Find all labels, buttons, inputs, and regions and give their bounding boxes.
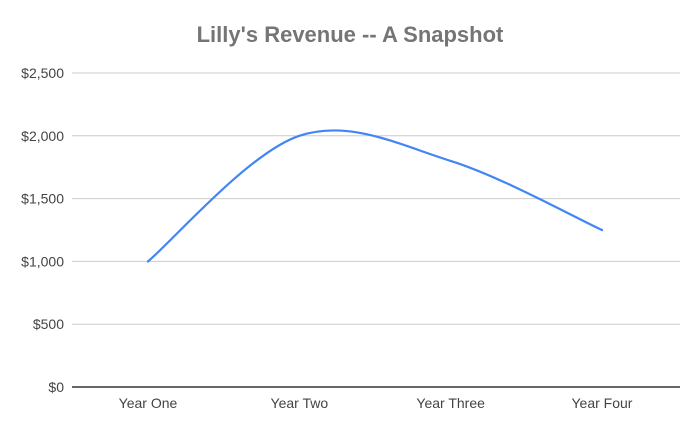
y-tick-label: $2,500 — [21, 65, 64, 81]
x-tick-label: Year Two — [271, 395, 329, 411]
gridlines — [72, 72, 680, 388]
data-point — [146, 260, 150, 263]
y-tick-label: $1,500 — [21, 191, 64, 207]
x-axis-ticks: Year One Year Two Year Three Year Four — [119, 395, 633, 411]
y-tick-label: $2,000 — [21, 128, 64, 144]
chart-title: Lilly's Revenue -- A Snapshot — [196, 22, 504, 47]
x-tick-label: Year One — [119, 395, 178, 411]
series — [146, 129, 604, 263]
y-tick-label: $0 — [48, 379, 64, 395]
y-tick-label: $1,000 — [21, 253, 64, 269]
data-point — [298, 134, 301, 137]
x-tick-label: Year Three — [416, 395, 485, 411]
y-tick-label: $500 — [33, 316, 64, 332]
data-point — [449, 159, 452, 163]
x-tick-label: Year Four — [572, 395, 633, 411]
data-point — [600, 228, 604, 232]
series-line — [146, 129, 604, 263]
y-axis-ticks: $0 $500 $1,000 $1,500 $2,000 $2,500 — [21, 65, 64, 395]
